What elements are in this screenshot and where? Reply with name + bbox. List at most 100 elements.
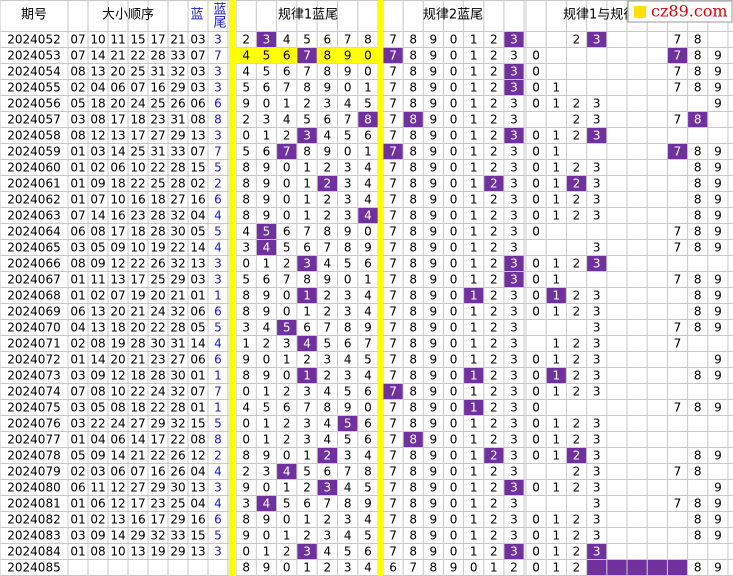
digit: 2 xyxy=(490,369,498,383)
digit: 2 xyxy=(573,369,581,383)
header-rule2: 规律2蓝尾 xyxy=(423,8,483,23)
digit: 2 xyxy=(324,305,332,319)
digit: 0 xyxy=(532,561,540,575)
period: 2024062 xyxy=(7,193,60,207)
digit: 1 xyxy=(470,81,478,95)
digit: 5 xyxy=(364,353,372,367)
number: 03 xyxy=(70,401,85,415)
digit: 1 xyxy=(303,289,311,303)
digit: 3 xyxy=(510,289,518,303)
number: 14 xyxy=(90,209,105,223)
digit: 2 xyxy=(490,257,498,271)
digit: 3 xyxy=(510,65,518,79)
digit: 3 xyxy=(344,305,352,319)
digit: 3 xyxy=(344,193,352,207)
digit: 9 xyxy=(430,177,438,191)
digit: 9 xyxy=(714,97,722,111)
separator xyxy=(378,0,383,576)
number: 12 xyxy=(90,129,105,143)
number: 18 xyxy=(110,177,125,191)
digit: 2 xyxy=(283,385,291,399)
digit: 8 xyxy=(242,369,250,383)
number: 08 xyxy=(190,433,205,447)
digit: 7 xyxy=(283,81,291,95)
digit: 4 xyxy=(283,465,291,479)
digit: 0 xyxy=(450,161,458,175)
digit: 0 xyxy=(450,81,458,95)
hit-cell xyxy=(256,496,277,511)
digit: 0 xyxy=(450,465,458,479)
digit: 3 xyxy=(510,177,518,191)
digit: 4 xyxy=(324,433,332,447)
period: 2024067 xyxy=(7,273,60,287)
digit: 5 xyxy=(344,129,352,143)
digit: 9 xyxy=(263,449,271,463)
digit: 3 xyxy=(344,289,352,303)
digit: 7 xyxy=(344,465,352,479)
digit: 2 xyxy=(490,97,498,111)
hit-cell xyxy=(647,560,667,575)
hit-cell xyxy=(383,384,403,399)
number: 18 xyxy=(130,225,145,239)
digit: 1 xyxy=(470,257,478,271)
number: 13 xyxy=(190,481,205,495)
blue-tail: 4 xyxy=(214,241,222,255)
digit: 9 xyxy=(714,241,722,255)
hit-cell xyxy=(504,128,524,143)
digit: 0 xyxy=(450,305,458,319)
hit-cell xyxy=(297,544,317,559)
blue-tail: 7 xyxy=(214,145,222,159)
digit: 8 xyxy=(303,273,311,287)
digit: 3 xyxy=(510,209,518,223)
blue-tail: 6 xyxy=(214,305,222,319)
period: 2024079 xyxy=(7,465,60,479)
digit: 0 xyxy=(470,561,478,575)
digit: 9 xyxy=(430,497,438,511)
number: 12 xyxy=(110,481,125,495)
digit: 8 xyxy=(324,225,332,239)
digit: 8 xyxy=(324,49,332,63)
digit: 5 xyxy=(303,465,311,479)
digit: 8 xyxy=(242,513,250,527)
digit: 2 xyxy=(283,433,291,447)
digit: 1 xyxy=(303,305,311,319)
digit: 8 xyxy=(324,65,332,79)
digit: 2 xyxy=(283,417,291,431)
period: 2024054 xyxy=(7,65,60,79)
digit: 1 xyxy=(470,161,478,175)
digit: 9 xyxy=(430,257,438,271)
hit-cell xyxy=(358,112,378,127)
hit-cell xyxy=(464,400,484,415)
digit: 2 xyxy=(242,113,250,127)
digit: 2 xyxy=(573,385,581,399)
digit: 9 xyxy=(430,81,438,95)
number: 19 xyxy=(110,337,125,351)
digit: 1 xyxy=(552,145,560,159)
blue-tail: 6 xyxy=(214,513,222,527)
period: 2024055 xyxy=(7,81,60,95)
number: 16 xyxy=(190,513,205,527)
digit: 6 xyxy=(364,257,372,271)
digit: 7 xyxy=(389,33,397,47)
digit: 0 xyxy=(450,129,458,143)
digit: 3 xyxy=(510,49,518,63)
digit: 2 xyxy=(324,289,332,303)
digit: 0 xyxy=(532,161,540,175)
digit: 7 xyxy=(303,49,311,63)
period: 2024057 xyxy=(7,113,60,127)
hit-cell xyxy=(297,128,317,143)
digit: 9 xyxy=(242,529,250,543)
digit: 9 xyxy=(430,225,438,239)
digit: 4 xyxy=(364,369,372,383)
digit: 9 xyxy=(263,209,271,223)
digit: 2 xyxy=(573,257,581,271)
number: 18 xyxy=(130,113,145,127)
digit: 2 xyxy=(490,49,498,63)
number: 04 xyxy=(90,81,105,95)
number: 13 xyxy=(110,273,125,287)
digit: 7 xyxy=(389,161,397,175)
number: 07 xyxy=(130,81,145,95)
digit: 1 xyxy=(470,401,478,415)
digit: 3 xyxy=(303,433,311,447)
number: 20 xyxy=(110,305,125,319)
